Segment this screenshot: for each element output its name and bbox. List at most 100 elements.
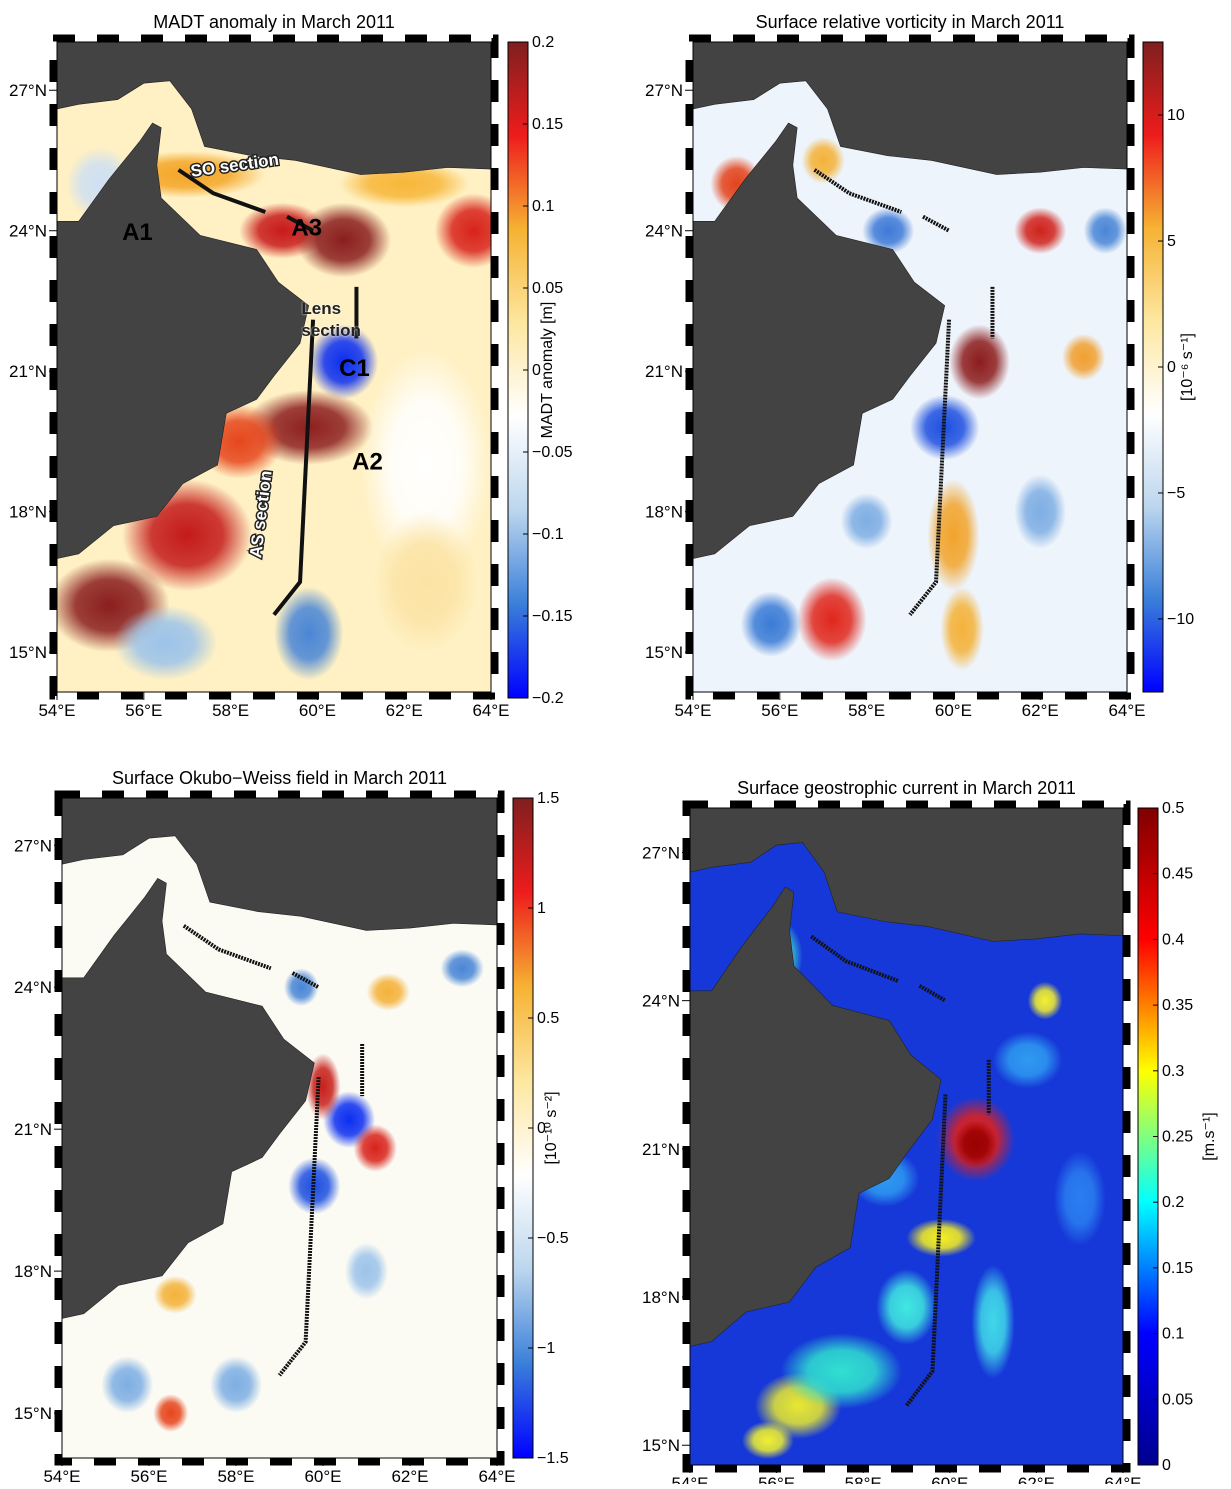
section-track bbox=[813, 168, 902, 214]
land bbox=[690, 886, 942, 1347]
x-tick-label: 56°E bbox=[125, 701, 162, 720]
colorbar-tick-label: −0.15 bbox=[532, 608, 573, 625]
y-tick-label: 27°N bbox=[9, 81, 47, 100]
colorbar-tick-label: −0.05 bbox=[532, 444, 573, 461]
land bbox=[693, 42, 1127, 175]
eddy bbox=[344, 1242, 389, 1300]
eddy bbox=[366, 972, 410, 1011]
colorbar-tick-label: 1 bbox=[537, 900, 546, 917]
panel-title: MADT anomaly in March 2011 bbox=[153, 12, 394, 32]
colorbar-label: [m.s⁻¹] bbox=[1201, 1112, 1218, 1160]
panel-title: Surface Okubo−Weiss field in March 2011 bbox=[112, 768, 447, 788]
eddy bbox=[940, 586, 984, 671]
y-tick-label: 27°N bbox=[14, 836, 52, 855]
eddy bbox=[373, 511, 478, 653]
y-tick-label: 15°N bbox=[645, 643, 683, 662]
eddy bbox=[971, 1265, 1015, 1379]
colorbar-tick-label: −0.2 bbox=[532, 690, 564, 707]
y-tick-label: 15°N bbox=[642, 1436, 680, 1455]
colorbar-tick-label: −0.5 bbox=[537, 1230, 569, 1247]
colorbar-tick-label: 0.1 bbox=[532, 198, 554, 215]
eddy bbox=[295, 202, 392, 278]
eddy bbox=[1014, 207, 1067, 255]
eddy bbox=[740, 591, 802, 657]
eddy bbox=[780, 1333, 903, 1409]
colorbar-label: [10⁻⁶ s⁻¹] bbox=[1179, 333, 1196, 401]
eddy bbox=[360, 347, 491, 582]
eddy bbox=[906, 1218, 976, 1257]
section-track bbox=[904, 1094, 948, 1407]
y-tick-label: 27°N bbox=[642, 843, 680, 862]
x-tick-label: 56°E bbox=[130, 1467, 167, 1484]
colorbar-tick-label: 0.45 bbox=[1162, 866, 1193, 883]
x-tick-label: 54°E bbox=[38, 701, 75, 720]
y-tick-label: 27°N bbox=[645, 81, 683, 100]
y-tick-label: 18°N bbox=[9, 503, 47, 522]
colorbar-tick-label: 5 bbox=[1167, 233, 1176, 250]
colorbar-tick-label: −10 bbox=[1167, 611, 1194, 628]
eddy bbox=[840, 493, 893, 550]
colorbar-tick-label: 0.15 bbox=[532, 116, 563, 133]
colorbar-tick-label: 0.1 bbox=[1162, 1326, 1184, 1343]
annotation: A1 bbox=[122, 219, 153, 246]
colorbar-tick-label: 0.25 bbox=[1162, 1129, 1193, 1146]
eddy bbox=[305, 1053, 341, 1120]
section-track bbox=[810, 934, 899, 983]
eddy bbox=[741, 1421, 794, 1460]
eddy bbox=[862, 207, 915, 255]
colorbar-tick-label: −1 bbox=[537, 1340, 555, 1357]
x-tick-label: 60°E bbox=[931, 1474, 968, 1484]
y-tick-label: 24°N bbox=[645, 222, 683, 241]
x-tick-label: 60°E bbox=[299, 701, 336, 720]
y-tick-label: 21°N bbox=[14, 1120, 52, 1139]
land bbox=[690, 808, 1123, 942]
x-tick-label: 54°E bbox=[671, 1474, 708, 1484]
land bbox=[57, 42, 491, 175]
y-tick-label: 15°N bbox=[9, 643, 47, 662]
eddy bbox=[101, 1356, 154, 1414]
colorbar-tick-label: 0.35 bbox=[1162, 997, 1193, 1014]
section-track bbox=[277, 1077, 321, 1377]
eddy bbox=[440, 949, 484, 988]
eddy bbox=[1053, 1150, 1106, 1246]
eddy bbox=[910, 394, 980, 461]
eddy bbox=[113, 605, 218, 681]
colorbar-tick-label: 0.5 bbox=[1162, 800, 1184, 817]
map-frame bbox=[692, 41, 1128, 693]
eddy bbox=[1083, 207, 1127, 255]
map-frame-ticks bbox=[685, 34, 1135, 700]
colorbar-tick-label: −1.5 bbox=[537, 1450, 569, 1467]
map-frame bbox=[689, 807, 1124, 1466]
colorbar-tick-label: 0 bbox=[1162, 1457, 1171, 1474]
eddy bbox=[153, 1275, 197, 1314]
y-tick-label: 18°N bbox=[645, 503, 683, 522]
eddy bbox=[954, 1120, 998, 1168]
land bbox=[57, 122, 310, 559]
panel-title: Surface relative vorticity in March 2011 bbox=[756, 12, 1065, 32]
x-tick-label: 54°E bbox=[43, 1467, 80, 1484]
colorbar-tick-label: 0.2 bbox=[1162, 1194, 1184, 1211]
x-tick-label: 56°E bbox=[758, 1474, 795, 1484]
colorbar-tick-label: 10 bbox=[1167, 107, 1185, 124]
map bbox=[690, 808, 1123, 1465]
section-track bbox=[922, 214, 951, 233]
y-tick-label: 24°N bbox=[14, 978, 52, 997]
eddy bbox=[308, 324, 379, 400]
x-tick-label: 64°E bbox=[472, 701, 509, 720]
colorbar-tick-label: −5 bbox=[1167, 485, 1185, 502]
x-tick-label: 58°E bbox=[217, 1467, 254, 1484]
x-tick-label: 62°E bbox=[1022, 701, 1059, 720]
colorbar-tick-label: 0.15 bbox=[1162, 1260, 1193, 1277]
x-tick-label: 64°E bbox=[1108, 701, 1145, 720]
eddy bbox=[801, 137, 845, 184]
colorbar-tick-label: 0.5 bbox=[537, 1010, 559, 1027]
y-tick-label: 18°N bbox=[642, 1288, 680, 1307]
x-tick-label: 62°E bbox=[386, 701, 423, 720]
x-tick-label: 58°E bbox=[845, 1474, 882, 1484]
panel: Surface relative vorticity in March 2011… bbox=[645, 12, 1196, 720]
colorbar-tick-label: 0 bbox=[1167, 359, 1176, 376]
eddy bbox=[949, 324, 1010, 400]
panel: Surface Okubo−Weiss field in March 2011 5… bbox=[14, 768, 569, 1486]
map bbox=[62, 798, 497, 1458]
